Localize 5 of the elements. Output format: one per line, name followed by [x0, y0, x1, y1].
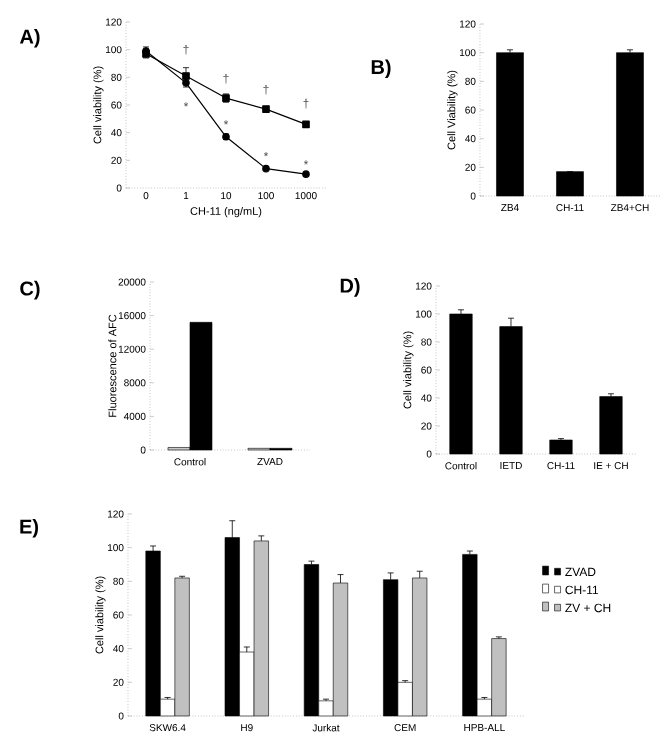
- text: B): [371, 59, 391, 79]
- chart-title: D): [340, 278, 360, 297]
- chart-title: E): [20, 518, 39, 538]
- chart-title: A): [19, 28, 40, 48]
- chart-title: C): [20, 280, 40, 300]
